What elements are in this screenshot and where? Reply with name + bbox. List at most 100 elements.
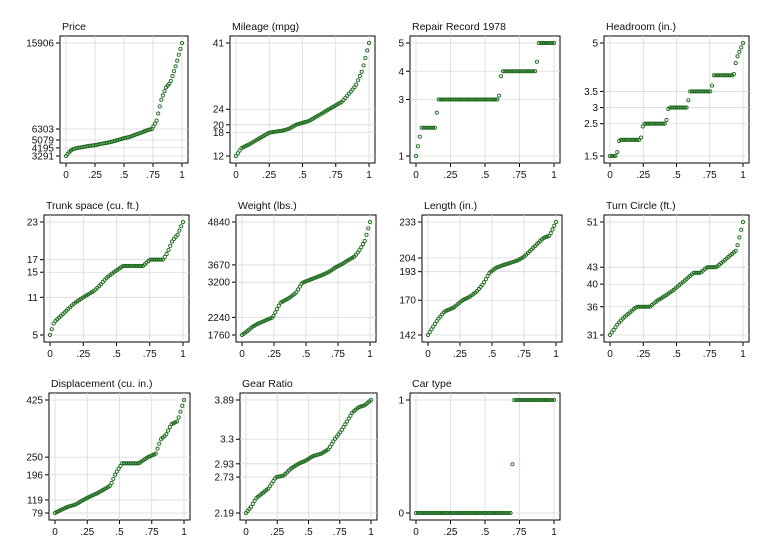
- data-point: [176, 52, 181, 57]
- data-point: [538, 397, 543, 403]
- y-tick-label: 196: [26, 470, 43, 481]
- data-point: [457, 510, 462, 516]
- data-point: [70, 503, 75, 508]
- x-tick-label: 1: [553, 349, 559, 360]
- x-tick-label: 1: [366, 170, 372, 181]
- data-point: [540, 40, 545, 46]
- data-point: [120, 264, 125, 269]
- x-tick-label: .5: [304, 527, 313, 538]
- data-point: [740, 40, 746, 46]
- data-point: [546, 397, 551, 403]
- data-point: [550, 397, 555, 403]
- data-point: [519, 397, 524, 403]
- data-point: [152, 121, 158, 126]
- data-point: [502, 510, 507, 516]
- data-point: [527, 69, 532, 74]
- data-point: [421, 510, 426, 516]
- chart-title: Mileage (mpg): [232, 21, 299, 33]
- data-point: [434, 510, 439, 516]
- data-point: [432, 125, 437, 130]
- data-point: [495, 97, 500, 102]
- y-tick-label: 204: [399, 254, 416, 265]
- data-point: [449, 510, 454, 516]
- x-tick-label: .75: [331, 349, 345, 360]
- data-point: [154, 118, 159, 123]
- x-tick-label: .25: [270, 527, 284, 538]
- x-tick-label: 0: [425, 349, 431, 360]
- data-point: [686, 98, 691, 103]
- data-point: [709, 83, 715, 88]
- data-point: [362, 238, 367, 244]
- data-point: [480, 97, 485, 102]
- x-tick-label: 1: [180, 349, 186, 360]
- data-point: [180, 219, 186, 225]
- y-tick-label: 142: [399, 331, 416, 342]
- y-tick-label: 2.73: [215, 473, 235, 484]
- data-point: [487, 510, 492, 516]
- data-point: [461, 510, 466, 516]
- data-point: [444, 97, 449, 102]
- data-point: [356, 78, 361, 83]
- data-point: [493, 510, 498, 516]
- data-point: [436, 510, 441, 516]
- y-tick-label: 15906: [26, 39, 54, 50]
- data-point: [480, 282, 485, 287]
- data-point: [297, 284, 302, 289]
- data-point: [178, 409, 183, 414]
- data-point: [419, 125, 424, 130]
- data-point: [427, 330, 432, 335]
- data-point: [613, 153, 618, 159]
- data-point: [463, 97, 468, 102]
- chart-panel-4: Headroom (in.) 0 .25 .5 .75 1 1.5 2.5 3 3.5 5: [584, 21, 750, 181]
- data-point: [159, 257, 164, 262]
- data-point: [485, 97, 490, 102]
- chart-title: Gear Ratio: [242, 378, 293, 390]
- data-point: [430, 125, 436, 130]
- x-tick-label: .5: [672, 170, 681, 181]
- x-tick-label: 1: [368, 527, 374, 538]
- data-point: [432, 321, 438, 326]
- data-point: [296, 287, 301, 292]
- y-tick-label: 1.5: [584, 152, 598, 163]
- data-point: [162, 89, 167, 94]
- data-point: [613, 325, 618, 330]
- data-point: [442, 97, 447, 102]
- data-point: [664, 117, 669, 123]
- x-tick-label: .75: [513, 170, 527, 181]
- data-point: [640, 124, 645, 129]
- data-point: [455, 510, 460, 516]
- y-tick-label: 425: [26, 396, 43, 407]
- data-point: [176, 415, 181, 420]
- chart-title: Repair Record 1978: [412, 21, 506, 33]
- y-tick-label: 17: [27, 255, 39, 266]
- data-point: [297, 121, 302, 126]
- data-point: [430, 510, 436, 516]
- data-point: [429, 327, 434, 332]
- data-point: [459, 97, 464, 102]
- data-point: [523, 69, 528, 74]
- data-point: [546, 40, 551, 46]
- data-point: [168, 78, 173, 84]
- data-point: [453, 97, 458, 102]
- chart-panel-11: Car type 0 .25 .5 .75 1 0 1: [398, 378, 561, 538]
- data-point: [466, 510, 471, 516]
- data-point: [160, 93, 165, 98]
- y-tick-label: 4840: [208, 218, 231, 229]
- data-point: [737, 235, 742, 240]
- data-point: [500, 69, 506, 74]
- y-tick-label: 2.5: [584, 119, 598, 130]
- y-tick-label: 40: [587, 280, 599, 291]
- data-point: [271, 313, 276, 318]
- data-point: [544, 397, 549, 403]
- data-point: [728, 73, 733, 78]
- x-tick-label: .5: [115, 527, 124, 538]
- chart-panel-7: Length (in.) 0 .25 .5 .75 1 142 170 193 204 233: [399, 200, 563, 360]
- data-point: [67, 504, 72, 509]
- data-point: [346, 416, 351, 421]
- data-point: [175, 232, 180, 237]
- data-point: [493, 97, 498, 102]
- data-point: [646, 304, 651, 309]
- data-point: [299, 121, 304, 126]
- data-point: [684, 105, 689, 110]
- data-point: [427, 125, 432, 130]
